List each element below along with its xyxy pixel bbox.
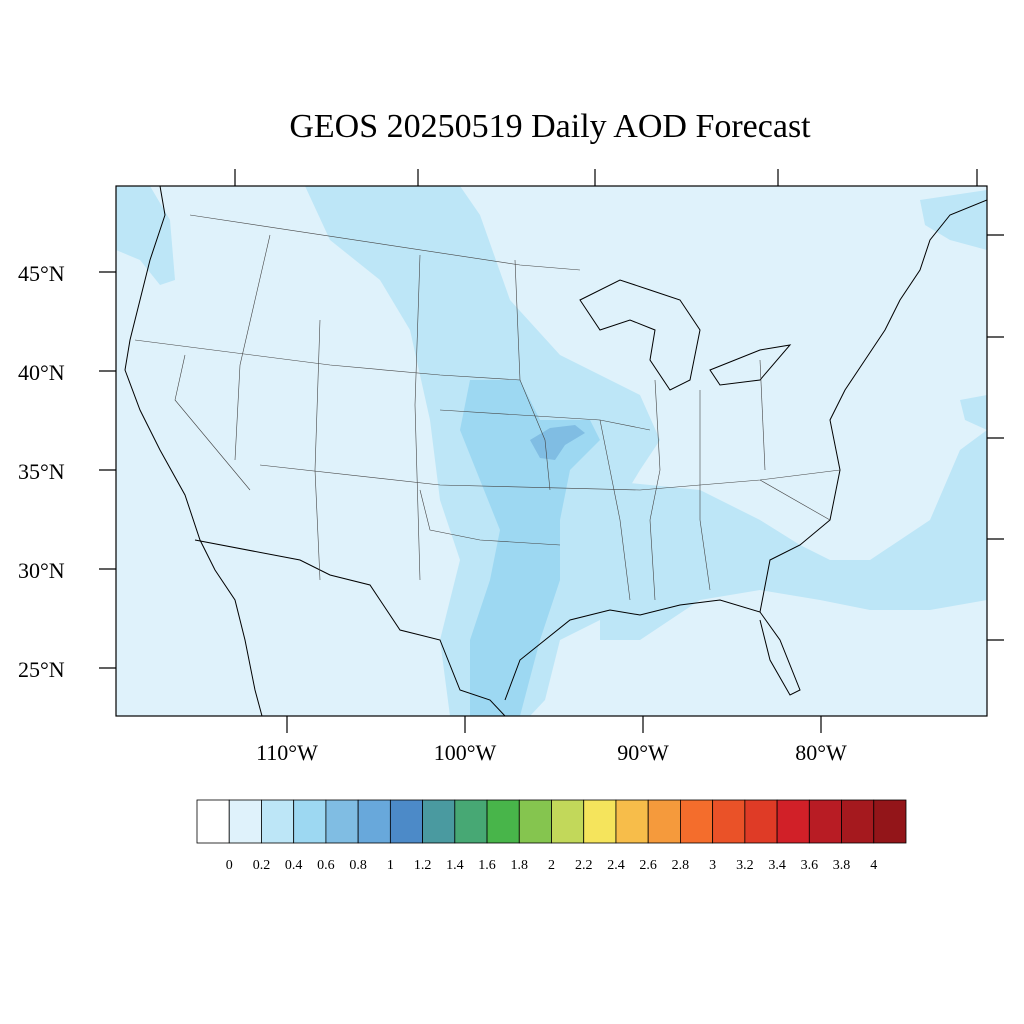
- colorbar-label: 2.8: [672, 858, 690, 873]
- colorbar-label: 3: [709, 858, 716, 873]
- colorbar-swatch: [712, 799, 746, 844]
- colorbar-swatch: [808, 799, 842, 844]
- colorbar-swatch: [454, 799, 488, 844]
- aod-northeast-patch: [920, 190, 987, 250]
- gulf-coastline: [504, 599, 801, 701]
- coastlines: [124, 186, 987, 716]
- top-ticks: [234, 169, 978, 186]
- colorbar-label: 1.6: [478, 858, 496, 873]
- lat-label-25: 25°N: [18, 657, 65, 682]
- colorbar-swatch: [647, 799, 681, 844]
- atlantic-coastline: [759, 199, 987, 613]
- lat-label-35: 35°N: [18, 459, 65, 484]
- colorbar-label: 2.6: [639, 858, 657, 873]
- colorbar-swatch: [261, 799, 295, 844]
- colorbar-swatch: [228, 799, 262, 844]
- lon-label-90: 90°W: [617, 740, 669, 765]
- colorbar-swatch: [389, 799, 423, 844]
- colorbar-label: 3.8: [833, 858, 851, 873]
- lon-label-80: 80°W: [795, 740, 847, 765]
- colorbar-swatch: [325, 799, 359, 844]
- map-title: GEOS 20250519 Daily AOD Forecast: [289, 108, 811, 145]
- colorbar-swatch: [196, 799, 230, 844]
- colorbar-label: 0.4: [285, 858, 303, 873]
- aod-field: [116, 186, 987, 716]
- left-ticks: [99, 271, 116, 669]
- lon-label-110: 110°W: [256, 740, 318, 765]
- colorbar-swatch: [873, 799, 907, 844]
- colorbar-label: 4: [870, 858, 877, 873]
- lat-label-30: 30°N: [18, 558, 65, 583]
- colorbar-label: 0.8: [349, 858, 367, 873]
- colorbar-swatch: [357, 799, 391, 844]
- colorbar-label: 3.4: [768, 858, 786, 873]
- colorbar-swatch: [583, 799, 617, 844]
- aod-atlantic-patch: [960, 395, 987, 430]
- lat-label-40: 40°N: [18, 360, 65, 385]
- colorbar-label: 1: [387, 858, 394, 873]
- great-lakes: [579, 279, 701, 391]
- pacific-coastline: [124, 186, 263, 716]
- aod-westcoast-strip: [116, 186, 175, 285]
- bottom-ticks: [286, 716, 822, 733]
- colorbar-label: 1.8: [511, 858, 529, 873]
- colorbar-swatch: [293, 799, 327, 844]
- aod-core-04-06: [460, 380, 600, 716]
- colorbar-label: 0: [226, 858, 233, 873]
- colorbar-label: 1.4: [446, 858, 464, 873]
- colorbar-label: 2: [548, 858, 555, 873]
- colorbar-swatch: [551, 799, 585, 844]
- colorbar-swatch: [680, 799, 714, 844]
- colorbar-label: 0.6: [317, 858, 335, 873]
- colorbar-label: 2.4: [607, 858, 625, 873]
- lake-erie-ontario: [709, 344, 792, 386]
- colorbar-label: 3.6: [801, 858, 819, 873]
- colorbar-labels: 0 0.2 0.4 0.6 0.8 1 1.2 1.4 1.6 1.8 2 2.2 2.4 2.6 2.8 3…: [226, 858, 878, 873]
- colorbar-swatch: [841, 799, 875, 844]
- colorbar-swatch: [518, 799, 552, 844]
- aod-southeast-band: [600, 430, 987, 640]
- colorbar-swatch: [486, 799, 520, 844]
- colorbar-label: 2.2: [575, 858, 593, 873]
- colorbar-label: 3.2: [736, 858, 754, 873]
- aod-spot-06-08: [530, 425, 585, 460]
- mexico-border: [194, 539, 506, 716]
- colorbar: [196, 799, 907, 844]
- colorbar-swatch: [776, 799, 810, 844]
- state-boundaries: [134, 214, 841, 601]
- lat-label-45: 45°N: [18, 261, 65, 286]
- colorbar-swatch: [422, 799, 456, 844]
- map-frame: [115, 185, 988, 717]
- colorbar-swatch: [615, 799, 649, 844]
- colorbar-label: 1.2: [414, 858, 432, 873]
- right-ticks: [987, 234, 1004, 641]
- lon-label-100: 100°W: [434, 740, 497, 765]
- colorbar-label: 0.2: [253, 858, 271, 873]
- colorbar-swatch: [744, 799, 778, 844]
